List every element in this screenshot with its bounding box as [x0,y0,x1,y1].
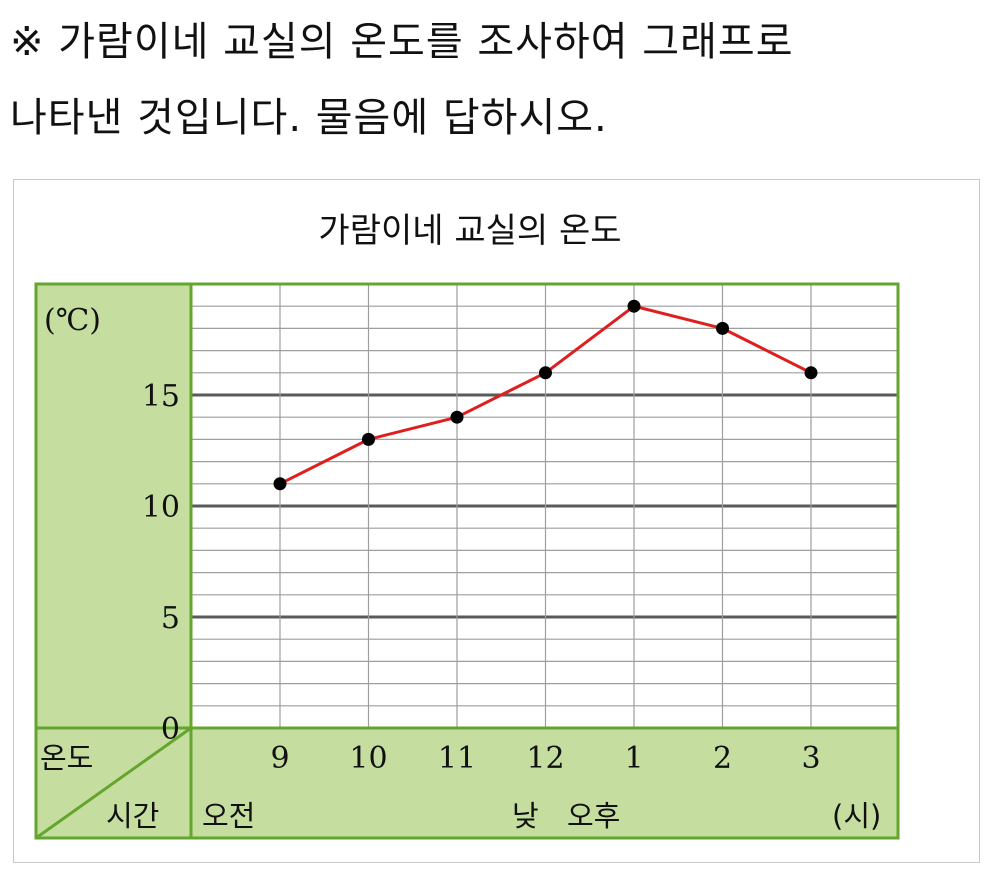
chart-borders [34,282,900,840]
header-time-label: 시간 [106,799,159,833]
y-tick-label: 0 [161,712,180,747]
y-axis-unit: (℃) [44,303,101,338]
data-point [450,410,464,424]
am-label: 오전 [202,799,255,833]
y-tick-label: 10 [142,490,180,525]
question-text: ※ 가람이네 교실의 온도를 조사하여 그래프로 나타낸 것입니다. 물음에 답… [10,4,985,156]
temperature-series [273,299,818,491]
x-tick-label: 2 [713,741,732,776]
header-value-label: 온도 [40,741,93,775]
y-tick-label: 5 [161,601,180,636]
x-tick-label: 11 [438,741,476,776]
header-diagonal [35,726,192,840]
x-tick-label: 10 [349,741,387,776]
data-point [539,366,552,380]
x-tick-labels: 9 10 11 12 1 2 3 [270,741,820,776]
outer-border [34,282,900,840]
data-point [362,432,375,446]
x-tick-label: 12 [526,741,564,776]
x-axis-unit: (시) [832,799,881,833]
pm-label: 오후 [567,799,620,833]
question-line-1: ※ 가람이네 교실의 온도를 조사하여 그래프로 [10,19,794,65]
x-tick-label: 1 [624,741,643,776]
data-point [804,366,818,380]
data-point [273,477,287,491]
x-tick-label: 9 [270,741,289,776]
question-line-2: 나타낸 것입니다. 물음에 답하시오. [10,95,608,141]
chart-title: 가람이네 교실의 온도 [318,211,621,251]
data-point [627,299,641,313]
noon-label: 낮 [512,799,539,833]
y-tick-label: 15 [142,379,180,414]
x-axis-panel [36,728,898,838]
x-tick-label: 3 [801,741,820,776]
y-tick-labels: 15 10 5 0 [142,379,180,747]
data-point [716,321,729,335]
chart-grid [191,284,898,728]
y-axis-panel [36,284,191,728]
